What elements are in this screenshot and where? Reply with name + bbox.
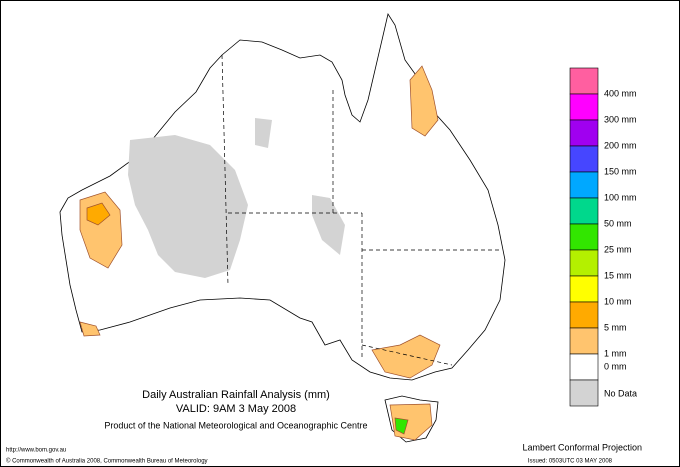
legend-label: 100 mm	[604, 192, 637, 202]
legend-swatch	[569, 145, 599, 173]
legend-swatch	[569, 197, 599, 225]
legend-swatch	[569, 353, 599, 381]
title: Daily Australian Rainfall Analysis (mm)	[142, 389, 330, 401]
product: Product of the National Meteorological a…	[104, 420, 367, 430]
legend-label: 0 mm	[604, 361, 627, 371]
legend-label: 300 mm	[604, 114, 637, 124]
legend-swatch	[569, 275, 599, 303]
legend-label: 1 mm	[604, 348, 627, 358]
legend-swatch	[569, 171, 599, 199]
legend: 400 mm 300 mm 200 mm 150 mm 100 mm 50 mm 25 mm…	[569, 67, 637, 407]
legend-swatch	[569, 327, 599, 355]
legend-label: 50 mm	[604, 218, 632, 228]
legend-label: 200 mm	[604, 140, 637, 150]
issued: Issued: 0503UTC 03 MAY 2008	[528, 459, 613, 465]
legend-label: 5 mm	[604, 322, 627, 332]
url: http://www.bom.gov.au	[6, 448, 66, 454]
legend-label: 10 mm	[604, 296, 632, 306]
legend-label: No Data	[604, 388, 637, 398]
australia	[59, 12, 506, 443]
valid-time: VALID: 9AM 3 May 2008	[176, 403, 296, 415]
legend-swatch	[569, 93, 599, 121]
legend-label: 400 mm	[604, 88, 637, 98]
legend-swatch	[569, 67, 599, 95]
legend-label: 15 mm	[604, 270, 632, 280]
legend-swatch	[569, 249, 599, 277]
legend-label: 25 mm	[604, 244, 632, 254]
legend-swatch	[569, 223, 599, 251]
legend-swatch	[569, 301, 599, 329]
legend-swatch	[569, 119, 599, 147]
projection: Lambert Conformal Projection	[522, 442, 642, 452]
copyright: © Commonwealth of Australia 2008, Common…	[6, 458, 208, 465]
legend-swatch	[569, 379, 599, 407]
legend-label: 150 mm	[604, 166, 637, 176]
